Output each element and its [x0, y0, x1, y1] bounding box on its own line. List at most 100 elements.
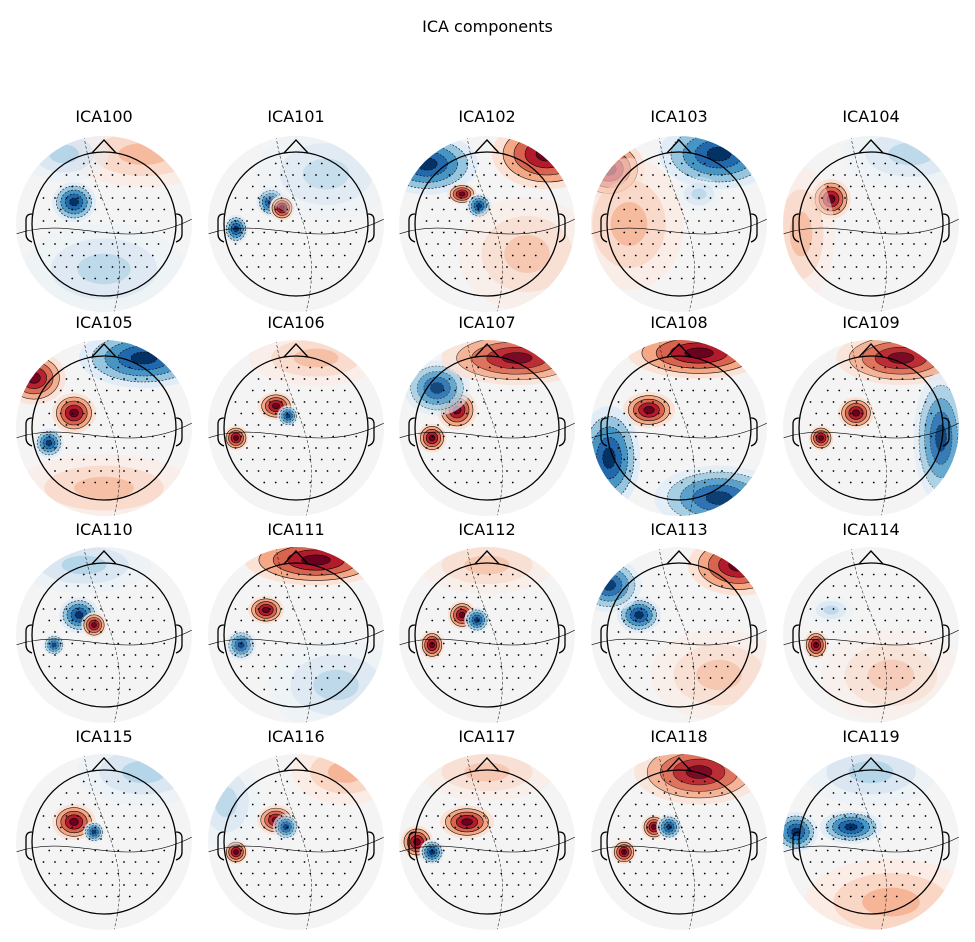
topomap-blob — [602, 579, 616, 591]
topomap-blob — [821, 628, 959, 722]
contour-line — [783, 836, 959, 853]
topomap-blob — [684, 347, 714, 359]
topomap-ica102: ICA102 — [399, 107, 575, 312]
left-ear — [792, 831, 800, 861]
sensor-dots — [617, 366, 741, 484]
topomap-blob — [313, 669, 359, 701]
topomap-blob — [50, 238, 158, 300]
contour-line — [16, 422, 192, 439]
head-outline — [414, 355, 560, 501]
component-title: ICA105 — [75, 313, 132, 332]
sensor-dots — [425, 780, 549, 898]
topomap-field — [208, 340, 384, 516]
topomap-ica115: ICA115 — [16, 727, 192, 930]
topomap-blob — [430, 382, 444, 394]
topomap-ica106: ICA106 — [208, 313, 384, 516]
right-ear — [942, 624, 950, 654]
topomap-blob — [74, 611, 84, 619]
head-outline — [798, 151, 944, 297]
left-ear — [25, 624, 33, 654]
component-title: ICA114 — [842, 520, 899, 539]
topomap-blob — [77, 253, 131, 285]
topomap-blob — [302, 158, 350, 190]
topomap-blob — [476, 203, 482, 209]
right-ear — [558, 213, 566, 243]
right-ear — [942, 213, 950, 243]
head-outline — [606, 769, 752, 915]
left-ear — [25, 213, 33, 243]
nose — [474, 139, 500, 154]
contour-line — [16, 218, 192, 235]
component-title: ICA101 — [267, 107, 324, 126]
topomap-blob — [643, 406, 655, 414]
head-outline — [223, 151, 369, 297]
topomap-blob — [69, 818, 79, 826]
topomap-blob — [852, 409, 860, 417]
figure-title: ICA components — [422, 17, 553, 36]
topomap-blob — [789, 211, 813, 257]
contour-line — [783, 422, 959, 439]
right-ear — [367, 831, 375, 861]
left-ear — [408, 417, 416, 447]
topomap-blob — [705, 491, 733, 505]
topomap-blob — [233, 849, 239, 855]
topomap-blob — [441, 547, 533, 584]
head-outline — [31, 355, 177, 501]
right-ear — [558, 417, 566, 447]
topomap-ica108: ICA108 — [591, 313, 767, 516]
topomap-blob — [696, 659, 742, 691]
topomap-blob — [61, 555, 107, 575]
topomap-blob — [862, 887, 920, 917]
right-ear — [558, 831, 566, 861]
topomap-blob — [441, 754, 533, 791]
topomap-disc — [208, 136, 384, 312]
sensor-dots — [617, 780, 741, 898]
right-ear — [750, 831, 758, 861]
right-ear — [175, 831, 183, 861]
topomap-blob — [328, 761, 364, 783]
nose — [858, 757, 884, 772]
left-ear — [25, 831, 33, 861]
topomap-blob — [867, 659, 915, 691]
topomap-blob — [691, 188, 707, 200]
right-ear — [750, 624, 758, 654]
left-ear — [600, 831, 608, 861]
head-outline — [414, 151, 560, 297]
topomap-blob — [285, 413, 291, 419]
nose — [666, 550, 692, 565]
topomap-blob — [118, 143, 170, 165]
contour-line — [208, 629, 384, 646]
component-title: ICA116 — [267, 727, 324, 746]
contour-line — [399, 836, 575, 853]
topomap-blob — [683, 182, 715, 206]
right-ear — [367, 624, 375, 654]
head-outline — [798, 355, 944, 501]
topomap-ica118: ICA118 — [591, 727, 767, 930]
topomap-blob — [728, 558, 750, 572]
component-title: ICA119 — [842, 727, 899, 746]
component-title: ICA108 — [650, 313, 707, 332]
topomap-ica116: ICA116 — [208, 727, 384, 930]
contour-line — [783, 629, 959, 646]
nose — [666, 343, 692, 358]
component-title: ICA100 — [75, 107, 132, 126]
head-outline — [606, 355, 752, 501]
right-ear — [367, 213, 375, 243]
topomap-ica113: ICA113 — [591, 520, 767, 723]
contour-line — [591, 422, 767, 439]
nose — [91, 343, 117, 358]
topomap-ica105: ICA105 — [16, 313, 192, 516]
sensor-dots — [42, 366, 166, 484]
topomap-ica111: ICA111 — [208, 520, 384, 723]
left-ear — [408, 213, 416, 243]
component-title: ICA102 — [458, 107, 515, 126]
sensor-dots — [617, 162, 741, 280]
topomap-blob — [887, 352, 915, 364]
nose — [283, 343, 309, 358]
topomap-blob — [51, 642, 57, 648]
topomap-blob — [279, 205, 285, 211]
head-outline — [798, 562, 944, 708]
left-ear — [792, 417, 800, 447]
topomap-blob — [464, 555, 510, 575]
